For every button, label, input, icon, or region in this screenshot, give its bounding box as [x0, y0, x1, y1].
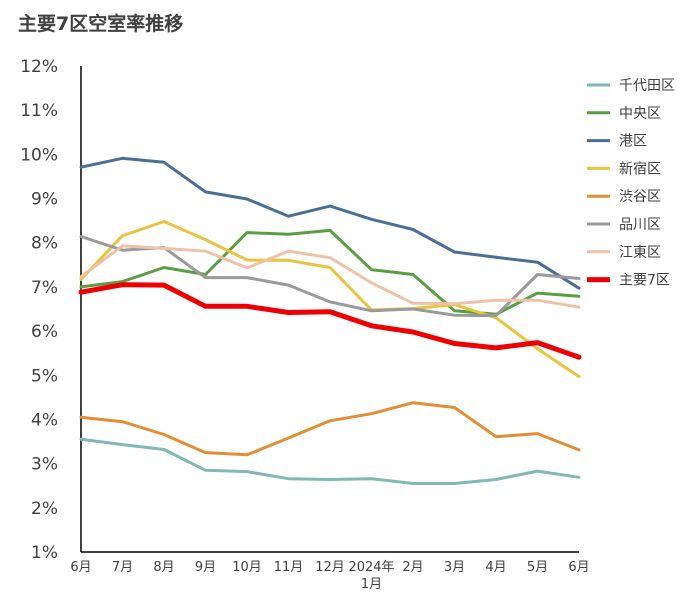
- y-axis-ticks: 1% 2% 3% 4% 5% 6% 7% 8% 9% 10% 11% 12%: [20, 57, 58, 563]
- x-tick-label: 8月: [153, 560, 174, 575]
- y-tick-label: 2%: [31, 499, 58, 519]
- legend-label: 港区: [619, 134, 647, 150]
- series-lines: [78, 156, 582, 485]
- x-tick-label: 6月: [568, 560, 589, 575]
- x-tick-label: 10月: [232, 560, 262, 575]
- x-tick-label: 9月: [195, 560, 216, 575]
- series-line-6: [79, 244, 581, 309]
- y-tick-label: 9%: [31, 190, 58, 210]
- y-tick-label: 5%: [31, 366, 58, 386]
- axes: [80, 66, 579, 553]
- x-tick-label: 2024年: [348, 560, 394, 575]
- legend-label: 渋谷区: [619, 189, 661, 205]
- x-tick-label: 11月: [274, 560, 304, 575]
- y-tick-label: 12%: [20, 57, 58, 77]
- y-tick-label: 3%: [31, 455, 58, 475]
- legend-label: 中央区: [619, 106, 661, 122]
- y-tick-label: 1%: [31, 543, 58, 563]
- legend-label: 品川区: [619, 217, 661, 233]
- x-tick-label: 2月: [402, 560, 423, 575]
- legend-label: 主要7区: [619, 273, 670, 289]
- y-tick-label: 8%: [31, 234, 58, 254]
- x-tick-label: 5月: [527, 560, 548, 575]
- series-line-7: [78, 282, 582, 360]
- series-line-3: [79, 220, 581, 379]
- x-tick-label: 4月: [485, 560, 506, 575]
- x-tick-label: 6月: [70, 560, 91, 575]
- y-tick-label: 4%: [31, 410, 58, 430]
- y-tick-label: 6%: [31, 322, 58, 342]
- y-tick-label: 7%: [31, 278, 58, 298]
- x-tick-label: 7月: [112, 560, 133, 575]
- y-tick-label: 11%: [20, 101, 58, 121]
- x-tick-label: 3月: [444, 560, 465, 575]
- x-tick-label: 1月: [361, 577, 382, 592]
- legend-label: 新宿区: [619, 160, 661, 177]
- chart-title: 主要7区空室率推移: [18, 13, 184, 35]
- legend-label: 千代田区: [619, 78, 675, 94]
- series-line-4: [79, 401, 581, 457]
- y-tick-label: 10%: [20, 145, 58, 165]
- legend-label: 江東区: [619, 245, 661, 261]
- x-tick-label: 12月: [315, 560, 345, 575]
- x-axis-ticks: 6月 7月 8月 9月 10月 11月 12月 2024年 1月 2月 3月 4月 5月 6月: [70, 560, 589, 592]
- series-line-0: [79, 437, 581, 485]
- series-line-2: [79, 156, 581, 290]
